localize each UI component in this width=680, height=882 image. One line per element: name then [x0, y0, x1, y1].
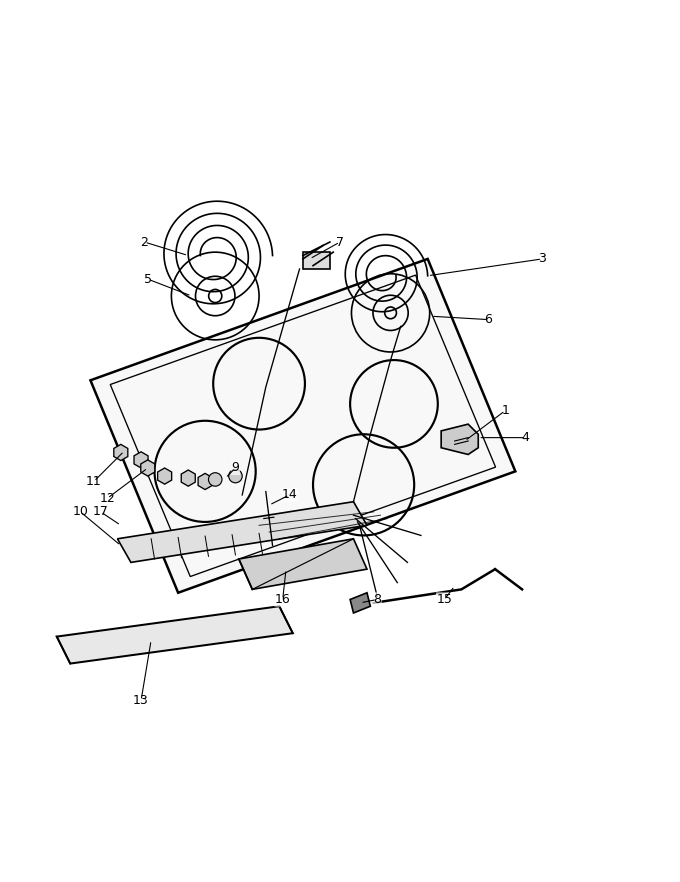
Text: 3: 3 — [539, 252, 546, 265]
Polygon shape — [90, 259, 515, 593]
Polygon shape — [118, 502, 367, 563]
Text: 6: 6 — [484, 313, 492, 326]
Text: 2: 2 — [141, 235, 148, 249]
Polygon shape — [182, 470, 195, 486]
Text: 10: 10 — [72, 505, 88, 519]
Text: 5: 5 — [143, 273, 152, 286]
Polygon shape — [441, 424, 478, 454]
Text: 14: 14 — [282, 489, 297, 502]
Polygon shape — [158, 468, 171, 484]
Text: 9: 9 — [231, 461, 239, 475]
Circle shape — [209, 473, 222, 486]
Text: 4: 4 — [522, 431, 530, 445]
Polygon shape — [350, 593, 371, 613]
Text: 17: 17 — [92, 505, 109, 519]
Text: 16: 16 — [275, 593, 290, 606]
Polygon shape — [141, 460, 155, 476]
Text: 8: 8 — [373, 593, 381, 606]
Polygon shape — [56, 606, 293, 663]
Polygon shape — [239, 539, 367, 589]
Text: 12: 12 — [99, 492, 115, 505]
Bar — [303, 252, 330, 269]
Text: 11: 11 — [86, 475, 102, 488]
Text: 1: 1 — [501, 404, 509, 417]
Polygon shape — [134, 452, 148, 468]
Text: 13: 13 — [133, 694, 149, 707]
Text: 15: 15 — [437, 593, 452, 606]
Text: 7: 7 — [336, 235, 344, 249]
Circle shape — [228, 469, 242, 482]
Polygon shape — [198, 474, 212, 490]
Polygon shape — [114, 445, 128, 460]
